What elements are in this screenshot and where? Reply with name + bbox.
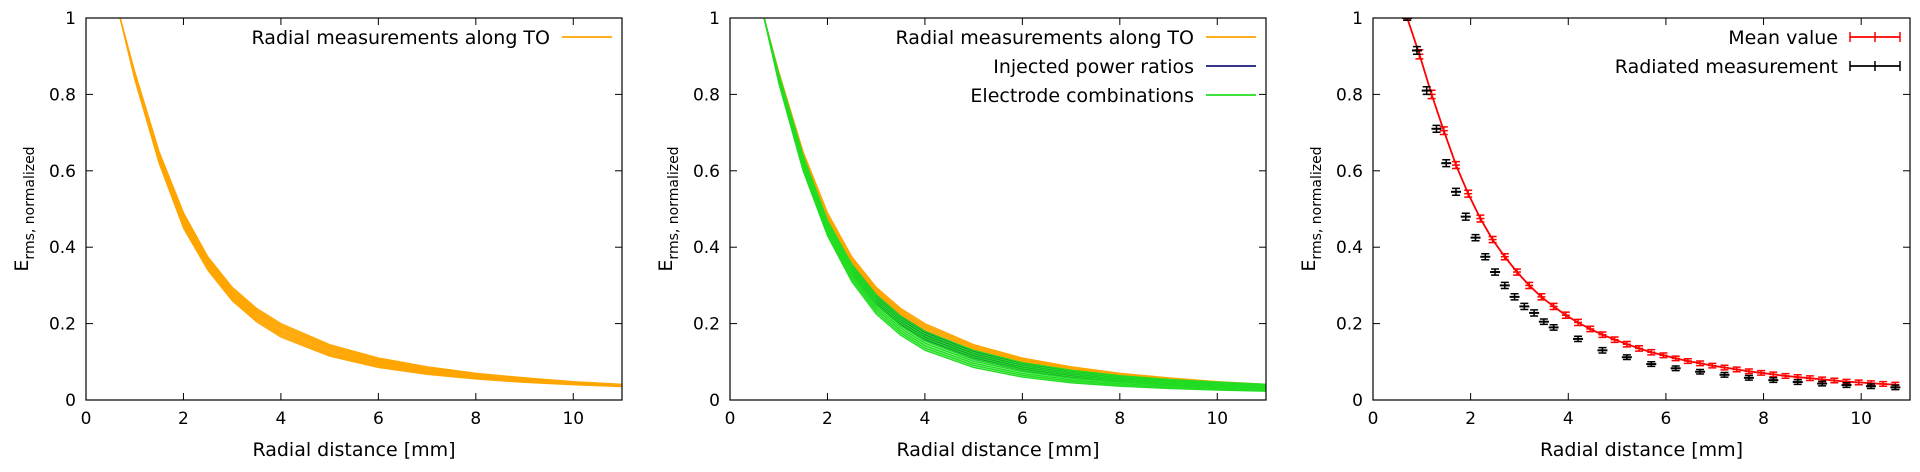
y-tick-label: 0.4 — [49, 238, 76, 258]
y-tick-label: 0 — [709, 391, 720, 411]
x-tick-label: 0 — [725, 409, 736, 429]
series-radial-measurements-along-to-curve — [119, 18, 622, 386]
x-tick-label: 0 — [81, 409, 92, 429]
series-electrode-combinations-curve — [763, 18, 1266, 387]
legend-label: Mean value — [1728, 27, 1838, 49]
series-radiated-measurement-errorbar — [1403, 18, 1412, 22]
x-tick-label: 0 — [1368, 409, 1379, 429]
y-tick-label: 0.6 — [693, 162, 720, 182]
series-electrode-combinations-curve — [763, 18, 1266, 391]
series-radial-measurements-along-to-curve — [119, 18, 622, 388]
x-axis-label: Radial distance [mm] — [896, 439, 1099, 461]
plot-area — [119, 18, 622, 388]
y-tick-label: 1 — [65, 9, 76, 29]
x-tick-label: 8 — [1114, 409, 1125, 429]
x-tick-label: 2 — [822, 409, 833, 429]
plot-frame — [1372, 17, 1911, 401]
y-tick-label: 0.8 — [693, 85, 720, 105]
x-tick-label: 6 — [1017, 409, 1028, 429]
x-axis-label: Radial distance [mm] — [1540, 439, 1743, 461]
legend-label: Radiated measurement — [1615, 56, 1838, 78]
y-axis-label: Erms, normalized — [655, 146, 682, 271]
x-tick-label: 4 — [1563, 409, 1574, 429]
series-electrode-combinations-curve — [763, 18, 1266, 388]
series-electrode-combinations-curve — [763, 18, 1266, 389]
y-axis-label: Erms, normalized — [11, 146, 38, 271]
y-tick-label: 0.2 — [1336, 315, 1363, 335]
y-tick-label: 1 — [1352, 9, 1363, 29]
series-radial-measurements-along-to-curve — [119, 18, 622, 387]
chart-panel-1: 0 2 4 6 8 10 0 0.2 0.4 0.6 0.8 1 Radial distance [mm… — [11, 9, 623, 461]
x-tick-label: 6 — [373, 409, 384, 429]
legend-errorbar-marks — [1849, 61, 1901, 71]
y-axis-label-main: E — [655, 260, 677, 272]
legend-label: Radial measurements along TO — [252, 27, 550, 49]
y-tick-label: 0.6 — [49, 162, 76, 182]
series-radial-measurements-along-to-band — [120, 18, 622, 387]
y-tick-label: 0.8 — [49, 85, 76, 105]
y-axis-label-subscript: rms, normalized — [666, 146, 682, 259]
chart-panel-3: 0 2 4 6 8 10 0 0.2 0.4 0.6 0.8 1 Radial distance [mm… — [1298, 9, 1911, 461]
legend-label: Radial measurements along TO — [896, 27, 1194, 49]
series-radial-measurements-along-to-curve — [119, 18, 622, 386]
y-axis-label-main: E — [11, 260, 33, 272]
y-tick-label: 1 — [709, 9, 720, 29]
y-tick-label: 0.6 — [1336, 162, 1363, 182]
series-radial-measurements-along-to-curve — [763, 18, 1266, 385]
y-tick-label: 0 — [65, 391, 76, 411]
x-tick-label: 4 — [275, 409, 286, 429]
x-tick-label: 10 — [1850, 409, 1872, 429]
x-tick-label: 4 — [919, 409, 930, 429]
x-tick-label: 8 — [470, 409, 481, 429]
series-radial-measurements-along-to-curve — [119, 18, 622, 387]
chart-panel-2: 0 2 4 6 8 10 0 0.2 0.4 0.6 0.8 1 Radial distance [mm… — [655, 9, 1267, 461]
series-electrode-combinations-curve — [763, 18, 1266, 392]
y-tick-label: 0.4 — [1336, 238, 1363, 258]
y-tick-label: 0.2 — [49, 315, 76, 335]
plot-area — [1402, 18, 1901, 391]
x-axis-label: Radial distance [mm] — [252, 439, 455, 461]
series-radial-measurements-along-to-curve — [119, 18, 622, 387]
plot-frame — [85, 17, 623, 401]
series-electrode-combinations-curve — [763, 18, 1266, 390]
x-tick-label: 8 — [1758, 409, 1769, 429]
series-electrode-combinations-curve — [763, 18, 1266, 386]
x-tick-label: 2 — [178, 409, 189, 429]
series-radial-measurements-along-to-curve — [119, 18, 622, 387]
y-axis-label-subscript: rms, normalized — [1309, 146, 1325, 259]
y-tick-label: 0.2 — [693, 315, 720, 335]
series-electrode-combinations-curve — [763, 18, 1266, 392]
y-tick-label: 0 — [1352, 391, 1363, 411]
legend-label: Electrode combinations — [970, 85, 1194, 107]
y-tick-label: 0.4 — [693, 238, 720, 258]
x-tick-label: 10 — [1206, 409, 1228, 429]
y-axis-label-main: E — [1298, 260, 1320, 272]
x-tick-label: 2 — [1465, 409, 1476, 429]
x-tick-label: 6 — [1660, 409, 1671, 429]
legend-errorbar-marks — [1849, 32, 1901, 42]
plot-area — [763, 18, 1266, 392]
series-radial-measurements-along-to-curve — [119, 18, 622, 386]
x-tick-label: 10 — [562, 409, 584, 429]
plot-frame — [729, 17, 1267, 401]
y-axis-label: Erms, normalized — [1298, 146, 1325, 271]
series-electrode-combinations-curve — [763, 18, 1266, 385]
y-tick-label: 0.8 — [1336, 85, 1363, 105]
y-axis-label-subscript: rms, normalized — [22, 146, 38, 259]
legend-label: Injected power ratios — [993, 56, 1194, 78]
series-radial-measurements-along-to-curve — [119, 18, 622, 385]
